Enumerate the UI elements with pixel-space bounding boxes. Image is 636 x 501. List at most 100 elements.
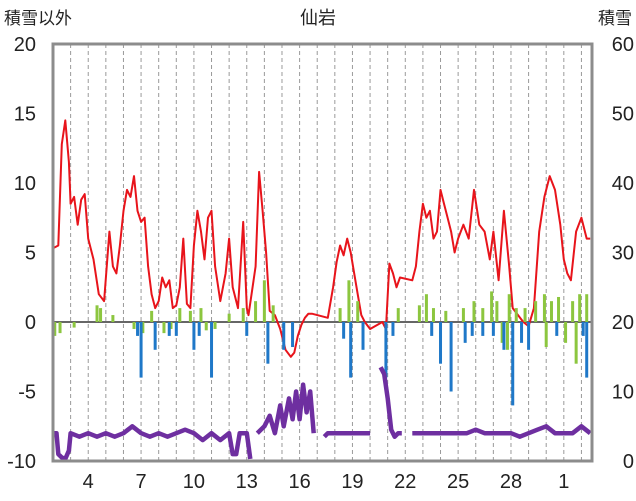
bar-mark: [254, 301, 258, 322]
bar-mark: [564, 322, 568, 343]
bar-mark: [523, 308, 527, 322]
bar-mark: [430, 322, 434, 336]
bar-mark: [153, 322, 157, 350]
bar-mark: [167, 322, 171, 336]
bar-mark: [449, 322, 453, 392]
bar-mark: [347, 280, 351, 322]
left-tick-label: 0: [25, 312, 36, 334]
bar-mark: [481, 308, 485, 322]
bar-mark: [574, 322, 578, 364]
bar-mark: [141, 322, 145, 334]
bar-mark: [245, 322, 249, 336]
x-tick-label: 7: [136, 471, 147, 493]
bar-mark: [527, 322, 531, 350]
bar-mark: [391, 322, 395, 336]
bar-mark: [520, 322, 524, 343]
bar-mark: [58, 322, 62, 334]
left-tick-label: 15: [14, 104, 36, 126]
bar-mark: [291, 322, 295, 348]
bar-mark: [417, 305, 421, 322]
bar-mark: [500, 322, 504, 343]
x-tick-label: 28: [500, 471, 522, 493]
bar-mark: [162, 322, 166, 334]
snow-depth-line: [412, 424, 592, 439]
snow-depth-line: [255, 382, 316, 436]
bar-mark: [542, 294, 546, 322]
left-tick-label: 20: [14, 34, 36, 56]
bar-mark: [174, 322, 178, 336]
bar-mark: [463, 322, 467, 343]
bar-mark: [511, 322, 515, 406]
bar-mark: [210, 322, 214, 378]
bar-mark: [495, 301, 499, 322]
bar-mark: [544, 322, 548, 348]
right-tick-label: 10: [612, 382, 634, 404]
bar-mark: [188, 310, 192, 322]
right-tick-label: 50: [612, 104, 634, 126]
bar-mark: [507, 294, 511, 322]
bar-mark: [282, 322, 286, 350]
bar-mark: [227, 313, 231, 322]
bar-mark: [549, 301, 553, 322]
right-axis-ticks: 60 50 40 30 20 10 0: [612, 34, 634, 473]
bar-mark: [349, 322, 353, 378]
bar-mark: [502, 322, 506, 350]
chart-title: 仙岩: [300, 8, 336, 29]
plot-frame: [51, 42, 594, 463]
left-tick-label: 10: [14, 173, 36, 195]
bar-mark: [490, 291, 494, 322]
bar-mark: [585, 322, 589, 378]
x-tick-label: 1: [558, 471, 569, 493]
bar-mark: [213, 322, 217, 329]
bar-mark: [534, 301, 538, 322]
bar-mark: [266, 322, 270, 364]
bar-mark: [444, 310, 448, 322]
bar-mark: [481, 322, 485, 336]
bar-mark: [342, 322, 346, 339]
snow-depth-line: [322, 430, 371, 439]
bar-mark: [241, 308, 245, 322]
bar-mark: [72, 322, 76, 328]
bar-mark: [472, 301, 476, 322]
bar-mark: [199, 308, 203, 322]
bar-mark: [197, 322, 201, 336]
bar-mark: [585, 294, 589, 322]
bar-mark: [95, 305, 99, 322]
bar-mark: [53, 322, 57, 336]
bar-mark: [178, 308, 182, 322]
bar-mark: [396, 308, 400, 322]
x-tick-label: 22: [394, 471, 416, 493]
plot-marks: [52, 119, 592, 462]
x-axis-ticks: 4 7 10 13 16 19 22 25 28 1: [83, 471, 570, 493]
bar-mark: [132, 322, 136, 329]
snow-depth-line: [53, 424, 253, 462]
series-line: [52, 119, 591, 358]
bar-mark: [571, 301, 575, 322]
bar-mark: [555, 322, 559, 336]
bar-mark: [578, 294, 582, 322]
bar-mark: [491, 322, 495, 336]
x-tick-label: 19: [341, 471, 363, 493]
left-axis-ticks: 20 15 10 5 0 -5 -10: [7, 34, 36, 473]
bar-mark: [514, 308, 518, 322]
bar-mark: [557, 296, 561, 322]
x-tick-label: 16: [288, 471, 310, 493]
bar-mark: [111, 315, 115, 322]
bar-mark: [431, 308, 435, 322]
bar-mark: [192, 322, 196, 350]
bar-mark: [581, 322, 585, 336]
right-tick-label: 20: [612, 312, 634, 334]
x-tick-label: 13: [236, 471, 258, 493]
left-axis-label: 積雪以外: [4, 9, 72, 29]
left-tick-label: -5: [18, 382, 36, 404]
snow-depth-line: [378, 366, 402, 439]
bar-mark: [204, 322, 208, 331]
bar-mark: [461, 308, 465, 322]
bar-mark: [338, 308, 342, 322]
bar-mark: [169, 322, 173, 329]
right-tick-label: 30: [612, 243, 634, 265]
bar-mark: [262, 280, 266, 322]
bar-mark: [136, 322, 140, 336]
left-tick-label: -10: [7, 451, 36, 473]
x-tick-label: 4: [83, 471, 94, 493]
